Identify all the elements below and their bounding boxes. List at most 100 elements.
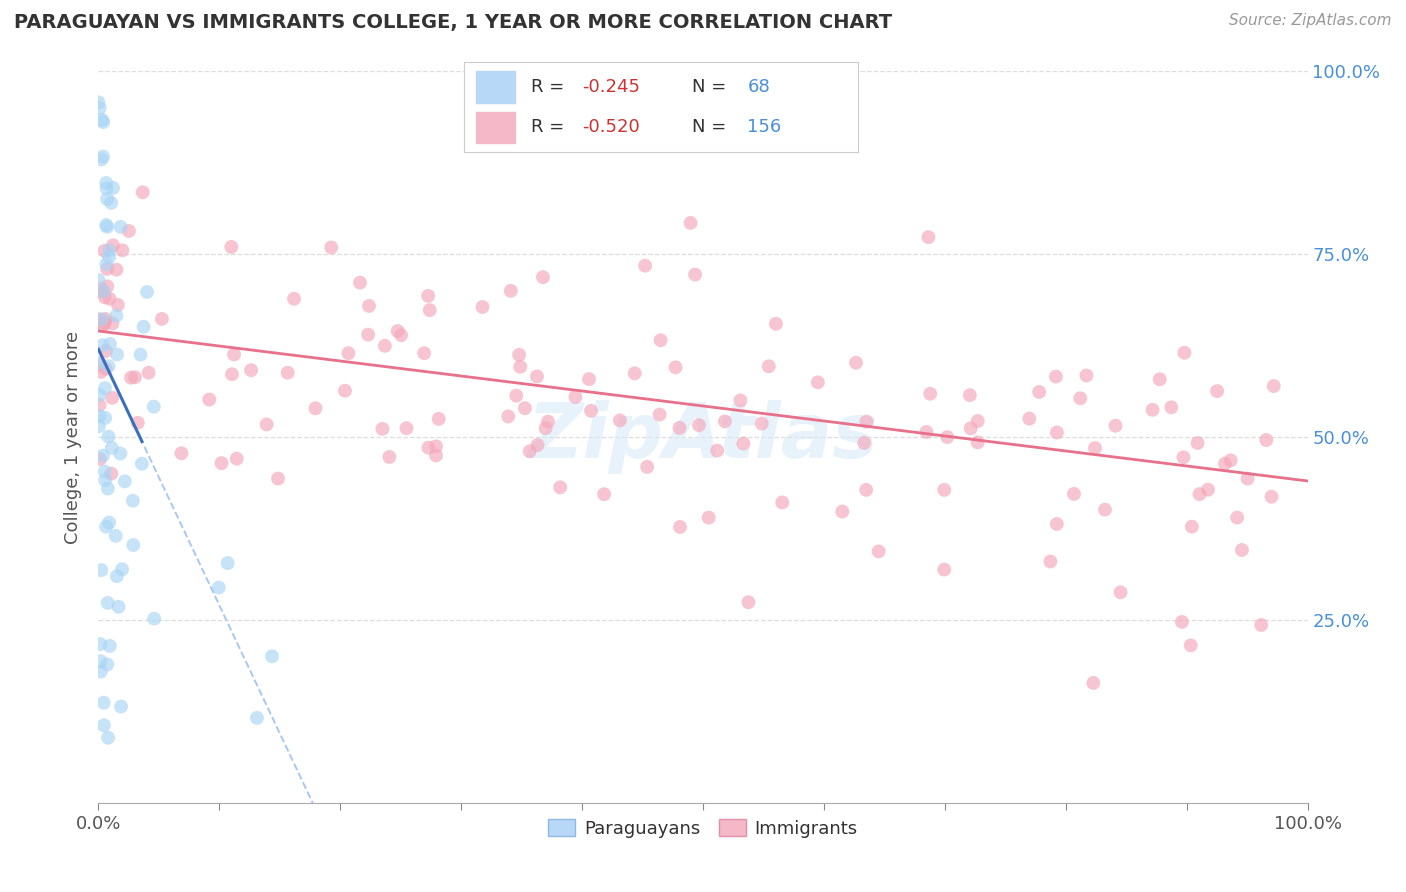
Point [94,473,117,487]
Point [509,359,531,374]
Point [97,731,120,745]
Point [93,244,115,258]
Point [579,404,602,418]
Point [98,292,121,306]
Point [93,285,115,299]
Point [1250,618,1272,632]
Point [418,289,440,303]
Point [519,444,541,458]
Point [101,238,124,252]
Point [1180,639,1202,653]
Point [548,480,571,494]
Point [1263,379,1285,393]
Point [120,370,142,384]
Point [96,176,118,190]
Point [1197,483,1219,497]
Point [96,181,118,195]
Point [96,219,118,234]
Point [737,595,759,609]
Point [110,699,132,714]
Point [97,429,120,443]
Point [1171,615,1194,629]
Text: -0.520: -0.520 [582,118,640,136]
Point [256,417,278,432]
Text: N =: N = [692,118,733,136]
Point [505,389,527,403]
Point [1045,369,1067,384]
Point [425,449,447,463]
Point [337,346,360,360]
Point [321,240,343,254]
Point [91,318,114,333]
Point [87,273,110,287]
Point [706,443,728,458]
Point [959,421,981,435]
Point [94,381,117,395]
Point [221,368,243,382]
Point [96,657,118,672]
Point [96,261,118,276]
Point [1046,516,1069,531]
Point [118,224,141,238]
Point [90,282,112,296]
Point [211,456,233,470]
Text: R =: R = [531,78,569,96]
Point [1063,487,1085,501]
Point [1230,543,1253,558]
Point [90,654,112,668]
Point [90,285,112,299]
Point [100,467,122,481]
Point [1173,450,1195,465]
Point [578,372,600,386]
Point [349,276,371,290]
Point [934,563,956,577]
Point [537,415,560,429]
Point [1069,391,1091,405]
Point [221,240,243,254]
Point [1094,502,1116,516]
Point [110,219,132,234]
Point [96,218,118,232]
Point [267,471,290,485]
Point [634,259,657,273]
Point [1028,384,1050,399]
Point [89,388,111,402]
Point [526,438,548,452]
Text: 156: 156 [748,118,782,136]
Point [683,268,706,282]
Point [1018,411,1040,425]
Point [534,421,557,435]
Point [97,482,120,496]
Point [917,230,939,244]
Text: N =: N = [692,78,733,96]
Point [936,430,959,444]
Point [1039,554,1062,568]
Point [765,317,787,331]
Point [770,495,793,509]
Point [531,270,554,285]
Point [93,318,115,332]
Point [526,369,548,384]
Point [136,285,159,299]
Text: Source: ZipAtlas.com: Source: ZipAtlas.com [1229,13,1392,29]
Point [89,452,111,467]
Point [91,150,114,164]
Point [105,347,128,361]
Point [89,409,111,423]
Point [665,360,688,375]
Point [636,459,658,474]
Point [129,348,152,362]
Point [132,319,155,334]
Point [101,391,124,405]
Point [94,519,117,533]
Y-axis label: College, 1 year or more: College, 1 year or more [65,331,83,543]
Point [127,416,149,430]
Bar [475,71,515,103]
Point [418,441,440,455]
Point [240,363,263,377]
Point [96,257,118,271]
Point [845,356,868,370]
Point [934,483,956,497]
Point [217,556,239,570]
Point [733,436,755,450]
